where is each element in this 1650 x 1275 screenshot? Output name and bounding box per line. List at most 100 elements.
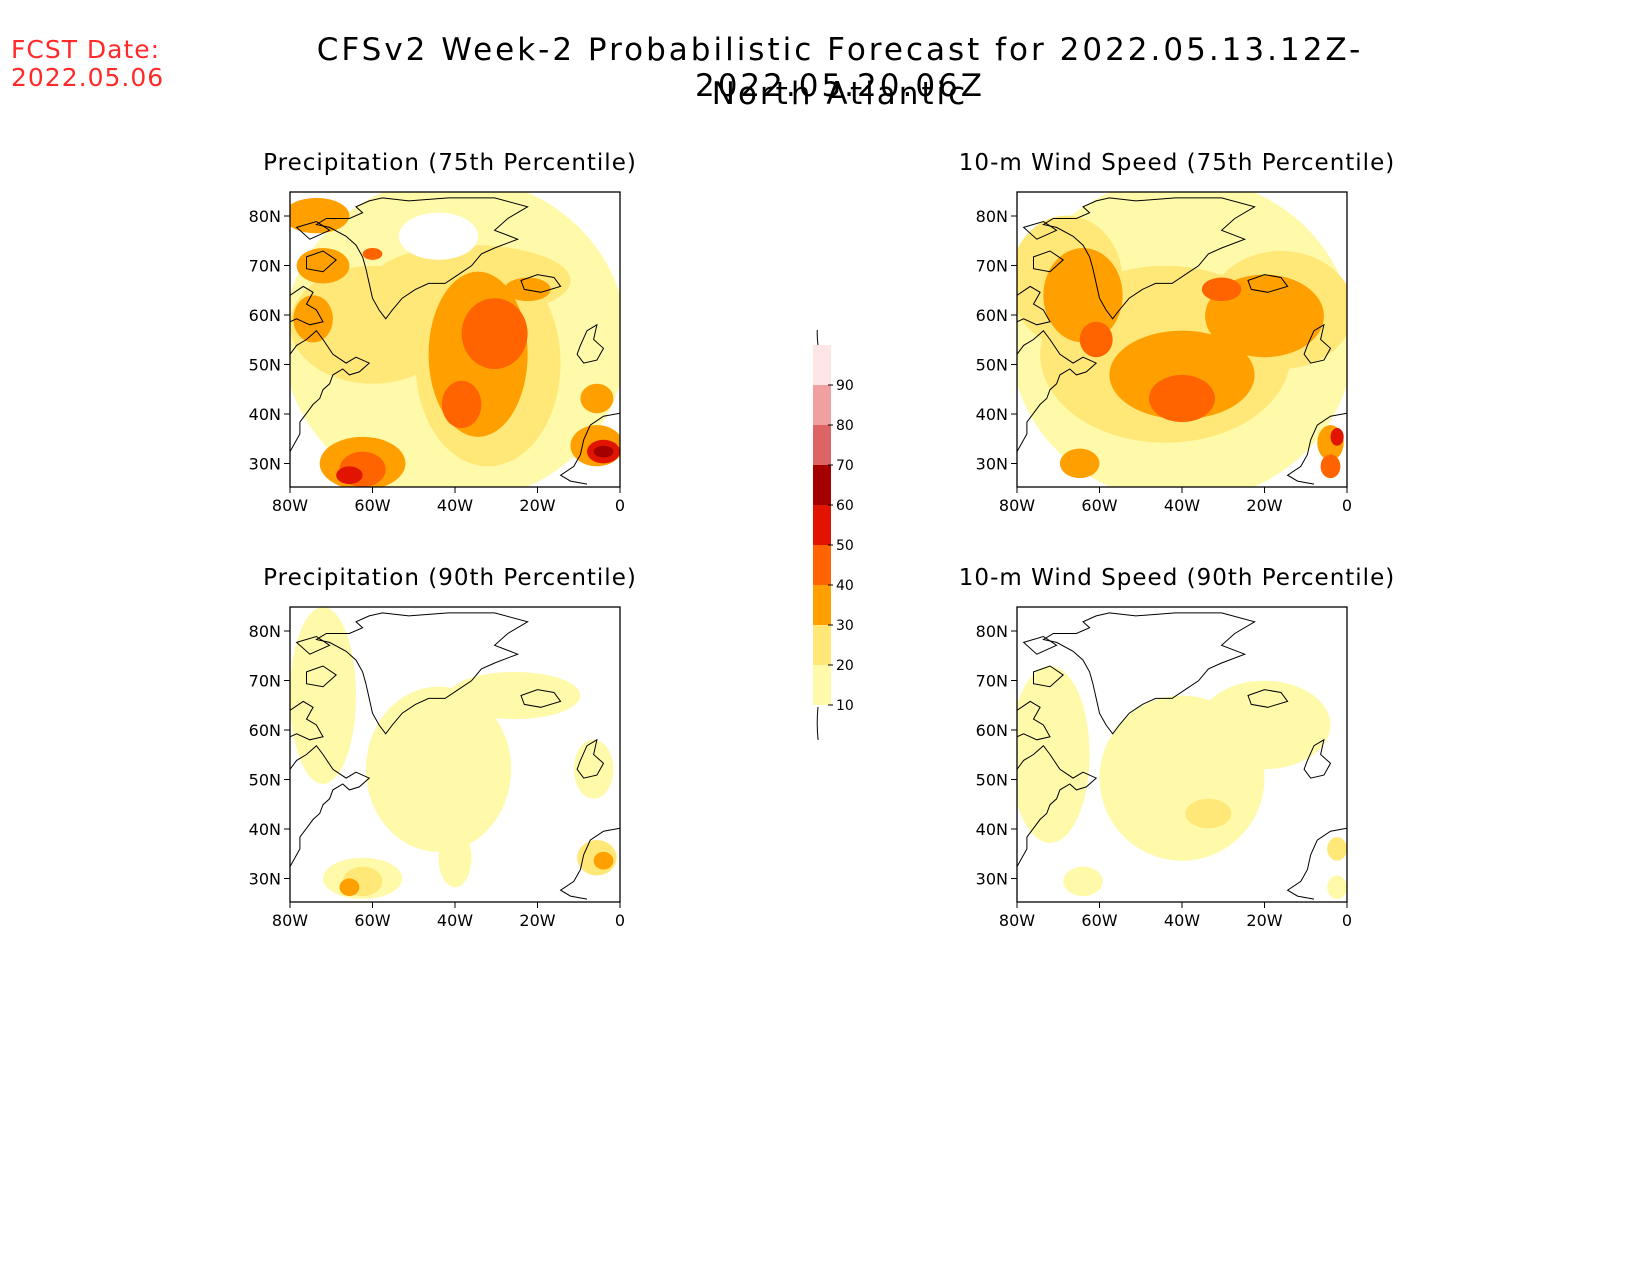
probability-contour	[296, 248, 350, 284]
probability-contour	[573, 739, 614, 799]
probability-contour	[1059, 448, 1100, 479]
lon-tick-label: 40W	[437, 496, 473, 515]
map-svg: 80N 70N 60N 50N 40N 30N 80W 60W 40W 20W 0	[976, 606, 1352, 930]
probability-contour	[1185, 798, 1232, 829]
color-legend: 10 20 30 40 50 60 70 80 90	[805, 316, 885, 748]
map-svg: 80N 70N 60N 50N 40N 30N 80W 60W 40W 20W 0	[249, 191, 625, 515]
lat-tick-label: 50N	[249, 771, 281, 790]
probability-contour	[438, 828, 472, 888]
lon-tick-label: 0	[1342, 911, 1352, 930]
lat-tick-label: 50N	[249, 356, 281, 375]
lon-tick-label: 40W	[1164, 496, 1200, 515]
panel-title: 10-m Wind Speed (90th Percentile)	[958, 565, 1396, 591]
probability-contour	[1330, 428, 1344, 446]
coastline	[295, 220, 331, 240]
coastline	[1033, 250, 1065, 273]
probability-contour	[290, 197, 350, 234]
lon-tick-label: 80W	[999, 496, 1035, 515]
coastline	[1017, 700, 1051, 741]
lon-tick-label: 0	[615, 911, 625, 930]
legend-swatch	[813, 425, 831, 465]
lon-tick-label: 60W	[1081, 496, 1117, 515]
lat-tick-label: 30N	[976, 455, 1008, 474]
probability-contour	[593, 445, 614, 458]
probability-contour	[593, 851, 614, 870]
coastline	[315, 612, 529, 735]
legend-lower-triangle	[816, 706, 820, 748]
lon-tick-label: 20W	[1246, 496, 1282, 515]
coastline	[1042, 197, 1256, 320]
lat-tick-label: 40N	[976, 820, 1008, 839]
probability-contour	[1149, 374, 1215, 423]
map-svg: 80N 70N 60N 50N 40N 30N 80W 60W 40W 20W 0	[249, 606, 625, 930]
legend-swatch	[813, 465, 831, 505]
probability-contour	[448, 671, 581, 720]
legend-swatch	[813, 345, 831, 385]
lon-tick-label: 0	[615, 496, 625, 515]
probability-contour	[293, 295, 333, 343]
coastline	[520, 689, 562, 708]
legend-label: 80	[836, 418, 854, 434]
probability-contour	[1198, 680, 1331, 770]
legend-swatch	[813, 505, 831, 545]
page-title: CFSv2 Week-2 Probabilistic Forecast for …	[316, 32, 1364, 104]
coastline	[290, 285, 324, 326]
lat-tick-label: 30N	[249, 870, 281, 889]
legend-swatch	[813, 545, 831, 585]
coastline	[306, 665, 338, 688]
forecast-date-block: FCST Date: 2022.05.06	[11, 36, 164, 92]
coastline	[1303, 323, 1332, 364]
lat-tick-label: 60N	[976, 721, 1008, 740]
probability-contour	[1327, 837, 1347, 861]
probability-contour	[1320, 454, 1341, 479]
coastline	[295, 635, 331, 655]
legend-label: 10	[836, 698, 854, 714]
probability-contour	[1201, 277, 1242, 302]
probability-contour	[504, 277, 551, 302]
forecast-date-label: FCST Date:	[11, 35, 161, 64]
lon-tick-label: 20W	[519, 911, 555, 930]
coastline	[1022, 635, 1058, 655]
probability-field	[1017, 192, 1347, 487]
coastline	[1017, 285, 1051, 326]
lat-tick-label: 40N	[976, 405, 1008, 424]
probability-contour	[461, 298, 528, 369]
coastline	[520, 274, 562, 293]
probability-contour	[441, 380, 482, 428]
lat-tick-label: 80N	[976, 622, 1008, 641]
legend-swatch	[813, 585, 831, 625]
panel-title: 10-m Wind Speed (75th Percentile)	[958, 150, 1396, 176]
coastline	[315, 197, 529, 320]
probability-contour	[339, 878, 360, 897]
coastline	[1017, 329, 1098, 452]
coastline	[1286, 412, 1347, 485]
coastline	[1303, 738, 1332, 779]
probability-contour	[290, 265, 455, 384]
legend-label: 20	[836, 658, 854, 674]
probability-contour	[1327, 875, 1347, 900]
probability-contour	[365, 686, 512, 852]
coastline	[1042, 612, 1256, 735]
lon-tick-label: 40W	[1164, 911, 1200, 930]
lon-tick-label: 0	[1342, 496, 1352, 515]
coastline	[1247, 689, 1289, 708]
coastline	[290, 700, 324, 741]
panel-title: Precipitation (90th Percentile)	[263, 565, 637, 591]
panel-wind-75: 10-m Wind Speed (75th Percentile) 80N 70N…	[957, 150, 1397, 540]
probability-contour	[1109, 330, 1255, 420]
coastline	[1017, 744, 1098, 867]
coastline	[559, 412, 620, 485]
lon-tick-label: 80W	[999, 911, 1035, 930]
legend-swatch	[813, 385, 831, 425]
lat-tick-label: 60N	[976, 306, 1008, 325]
lat-tick-label: 40N	[249, 820, 281, 839]
legend-upper-triangle	[816, 316, 820, 346]
lat-tick-label: 50N	[976, 356, 1008, 375]
probability-contour	[362, 248, 383, 260]
legend-label: 90	[836, 378, 854, 394]
coastline	[1286, 827, 1347, 900]
lat-tick-label: 60N	[249, 721, 281, 740]
coastline	[290, 329, 371, 452]
forecast-date-value: 2022.05.06	[11, 63, 165, 92]
coastline	[1022, 220, 1058, 240]
